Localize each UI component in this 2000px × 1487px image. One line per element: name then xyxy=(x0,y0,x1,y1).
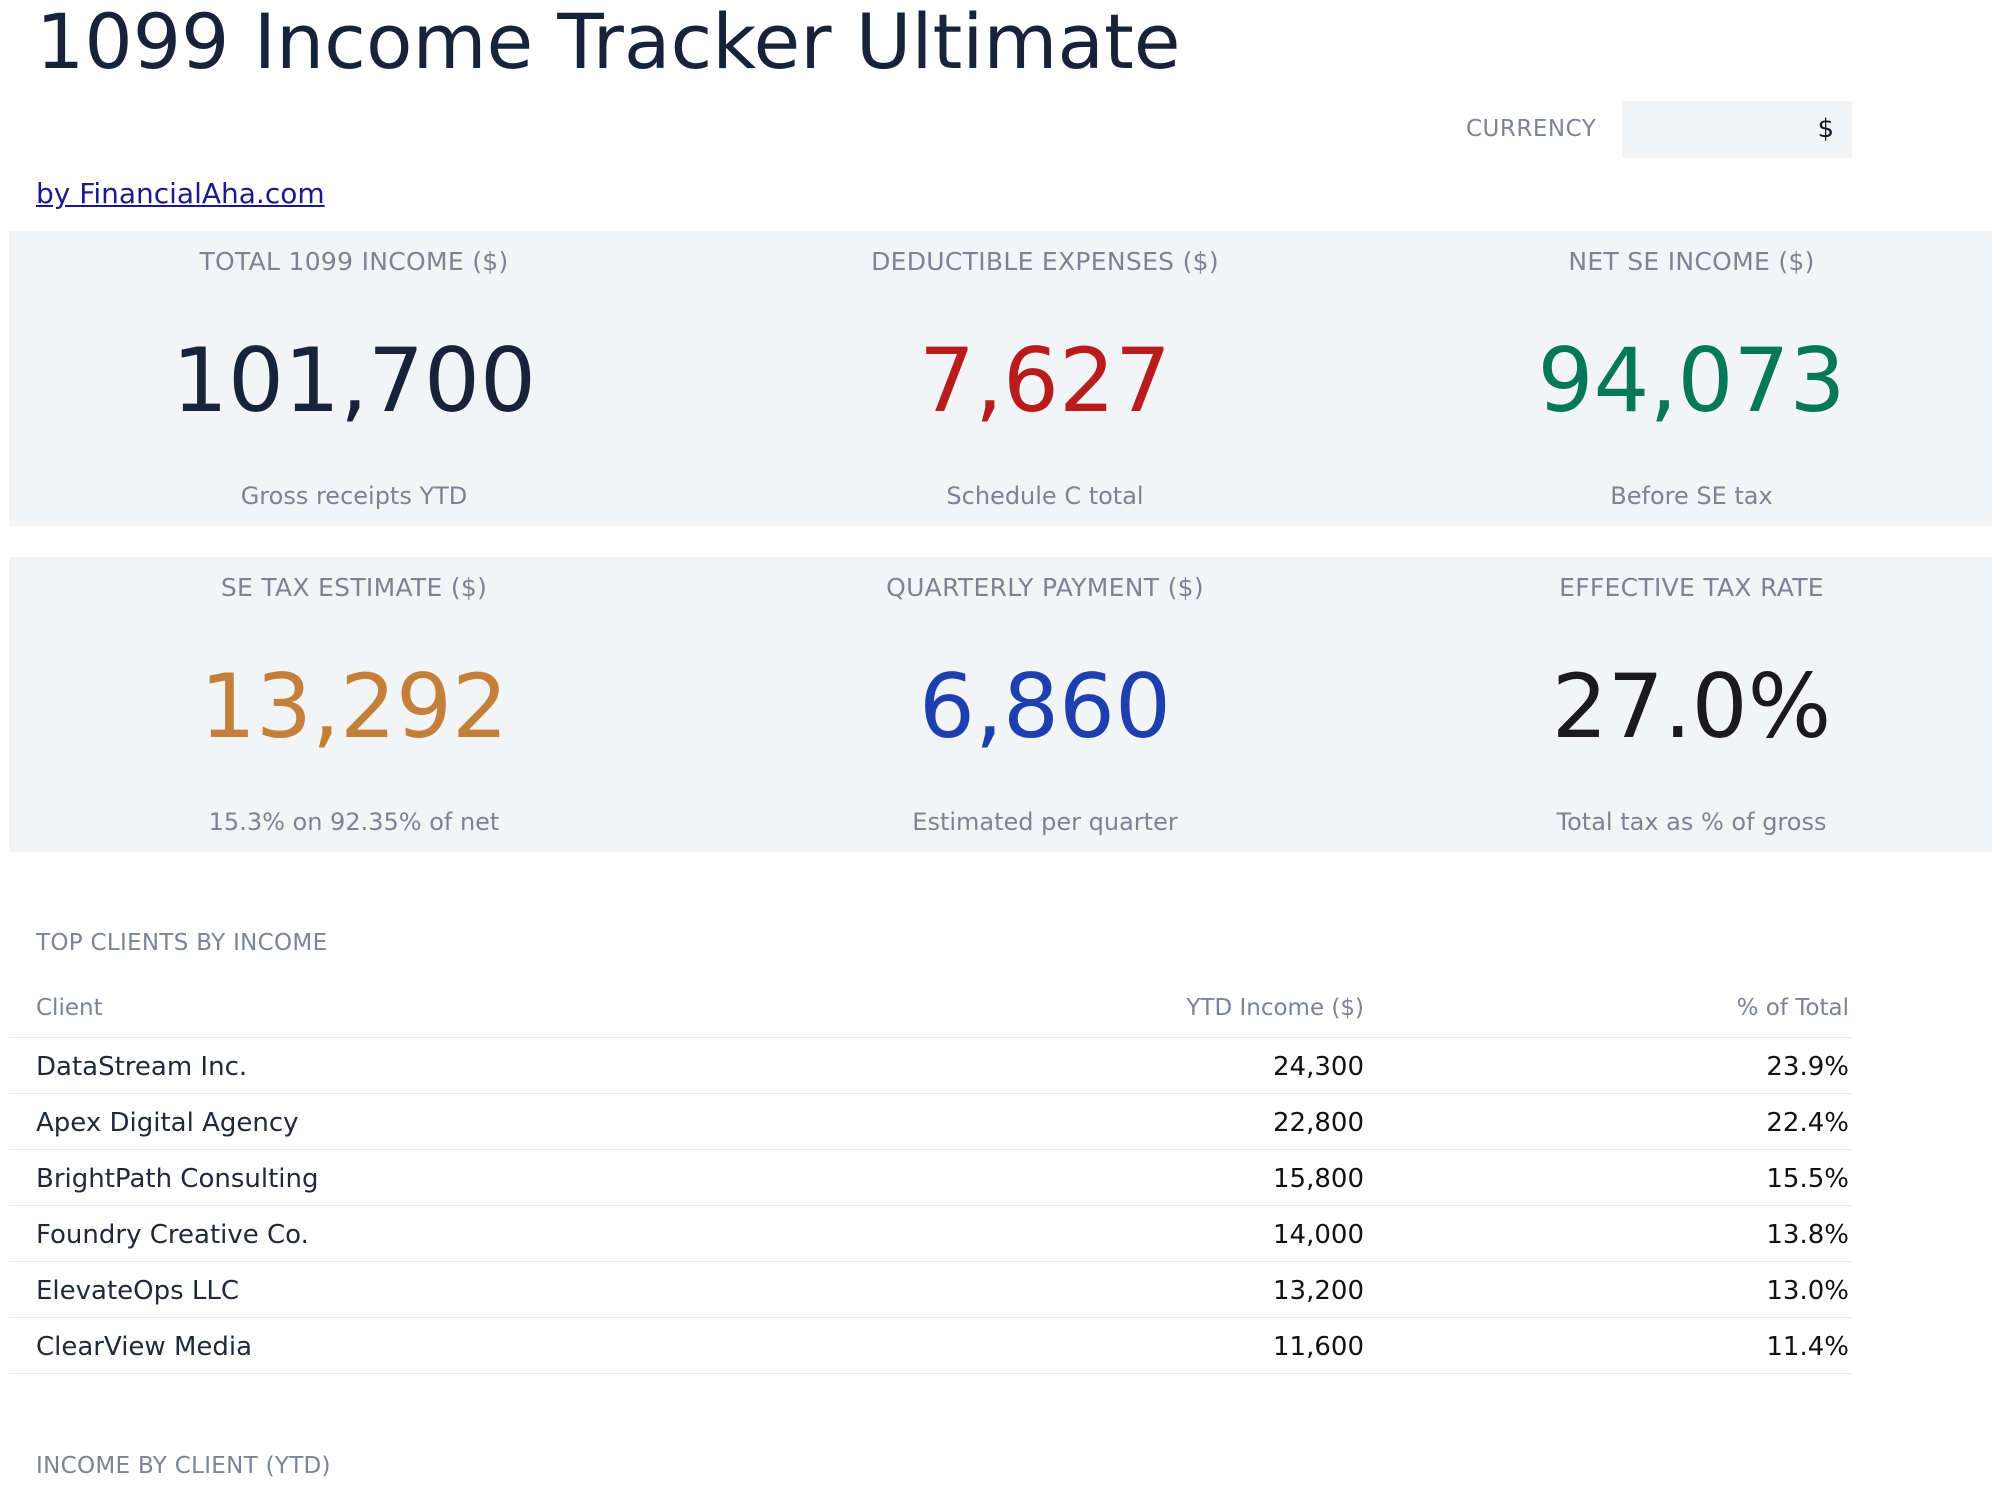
kpi-label: TOTAL 1099 INCOME ($) xyxy=(199,247,509,276)
kpi-value: 6,860 xyxy=(919,655,1171,758)
client-ytd-income: 13,200 xyxy=(1273,1276,1364,1306)
kpi-subtitle: Estimated per quarter xyxy=(912,808,1178,836)
kpi-subtitle: Total tax as % of gross xyxy=(1556,808,1827,836)
kpi-label: SE TAX ESTIMATE ($) xyxy=(220,573,488,602)
client-percent-total: 13.0% xyxy=(1766,1276,1849,1306)
kpi-subtitle: Schedule C total xyxy=(946,482,1144,510)
kpi-row-bottom: SE TAX ESTIMATE ($) 13,292 15.3% on 92.3… xyxy=(9,557,1992,852)
kpi-value: 94,073 xyxy=(1537,329,1846,432)
client-percent-total: 15.5% xyxy=(1766,1164,1849,1194)
kpi-label: QUARTERLY PAYMENT ($) xyxy=(886,573,1204,602)
currency-label: CURRENCY xyxy=(1466,116,1597,142)
client-percent-total: 11.4% xyxy=(1766,1332,1849,1362)
client-name: BrightPath Consulting xyxy=(36,1164,319,1194)
table-header-row: Client YTD Income ($) % of Total xyxy=(9,985,1852,1038)
kpi-label: NET SE INCOME ($) xyxy=(1568,247,1815,276)
client-name: Foundry Creative Co. xyxy=(36,1220,309,1250)
kpi-net-se-income: NET SE INCOME ($) 94,073 Before SE tax xyxy=(1391,231,1992,526)
client-ytd-income: 15,800 xyxy=(1273,1164,1364,1194)
top-clients-table: Client YTD Income ($) % of Total DataStr… xyxy=(9,985,1852,1374)
kpi-effective-tax-rate: EFFECTIVE TAX RATE 27.0% Total tax as % … xyxy=(1391,557,1992,852)
client-name: ElevateOps LLC xyxy=(36,1276,240,1306)
kpi-value: 7,627 xyxy=(919,329,1171,432)
kpi-se-tax-estimate: SE TAX ESTIMATE ($) 13,292 15.3% on 92.3… xyxy=(9,557,699,852)
client-percent-total: 22.4% xyxy=(1766,1108,1849,1138)
column-header-ytd-income[interactable]: YTD Income ($) xyxy=(1186,995,1364,1021)
kpi-value: 13,292 xyxy=(200,655,508,758)
kpi-subtitle: Gross receipts YTD xyxy=(240,482,468,510)
income-by-client-title: INCOME BY CLIENT (YTD) xyxy=(36,1453,331,1479)
table-row: ClearView Media 11,600 11.4% xyxy=(9,1318,1852,1374)
kpi-label: DEDUCTIBLE EXPENSES ($) xyxy=(871,247,1219,276)
table-row: Apex Digital Agency 22,800 22.4% xyxy=(9,1094,1852,1150)
kpi-deductible-expenses: DEDUCTIBLE EXPENSES ($) 7,627 Schedule C… xyxy=(699,231,1391,526)
kpi-row-top: TOTAL 1099 INCOME ($) 101,700 Gross rece… xyxy=(9,231,1992,526)
byline-link[interactable]: by FinancialAha.com xyxy=(36,177,325,210)
kpi-subtitle: 15.3% on 92.35% of net xyxy=(208,808,500,836)
currency-input[interactable]: $ xyxy=(1622,101,1852,158)
kpi-subtitle: Before SE tax xyxy=(1610,482,1773,510)
table-row: ElevateOps LLC 13,200 13.0% xyxy=(9,1262,1852,1318)
client-ytd-income: 22,800 xyxy=(1273,1108,1364,1138)
client-ytd-income: 11,600 xyxy=(1273,1332,1364,1362)
top-clients-title: TOP CLIENTS BY INCOME xyxy=(36,930,328,956)
client-ytd-income: 24,300 xyxy=(1273,1052,1364,1082)
kpi-value: 101,700 xyxy=(172,329,536,432)
kpi-label: EFFECTIVE TAX RATE xyxy=(1559,573,1824,602)
client-percent-total: 23.9% xyxy=(1766,1052,1849,1082)
kpi-value: 27.0% xyxy=(1551,655,1832,758)
table-row: BrightPath Consulting 15,800 15.5% xyxy=(9,1150,1852,1206)
table-row: DataStream Inc. 24,300 23.9% xyxy=(9,1038,1852,1094)
column-header-percent-total[interactable]: % of Total xyxy=(1736,995,1849,1021)
page-title: 1099 Income Tracker Ultimate xyxy=(36,0,1181,86)
client-name: ClearView Media xyxy=(36,1332,253,1362)
client-name: DataStream Inc. xyxy=(36,1052,248,1082)
kpi-quarterly-payment: QUARTERLY PAYMENT ($) 6,860 Estimated pe… xyxy=(699,557,1391,852)
client-percent-total: 13.8% xyxy=(1766,1220,1849,1250)
client-ytd-income: 14,000 xyxy=(1273,1220,1364,1250)
table-row: Foundry Creative Co. 14,000 13.8% xyxy=(9,1206,1852,1262)
kpi-total-income: TOTAL 1099 INCOME ($) 101,700 Gross rece… xyxy=(9,231,699,526)
column-header-client[interactable]: Client xyxy=(36,995,103,1021)
client-name: Apex Digital Agency xyxy=(36,1108,299,1138)
